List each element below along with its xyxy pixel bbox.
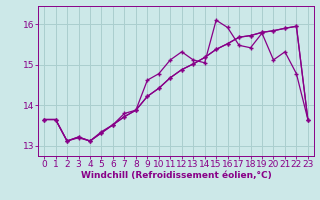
X-axis label: Windchill (Refroidissement éolien,°C): Windchill (Refroidissement éolien,°C) xyxy=(81,171,271,180)
